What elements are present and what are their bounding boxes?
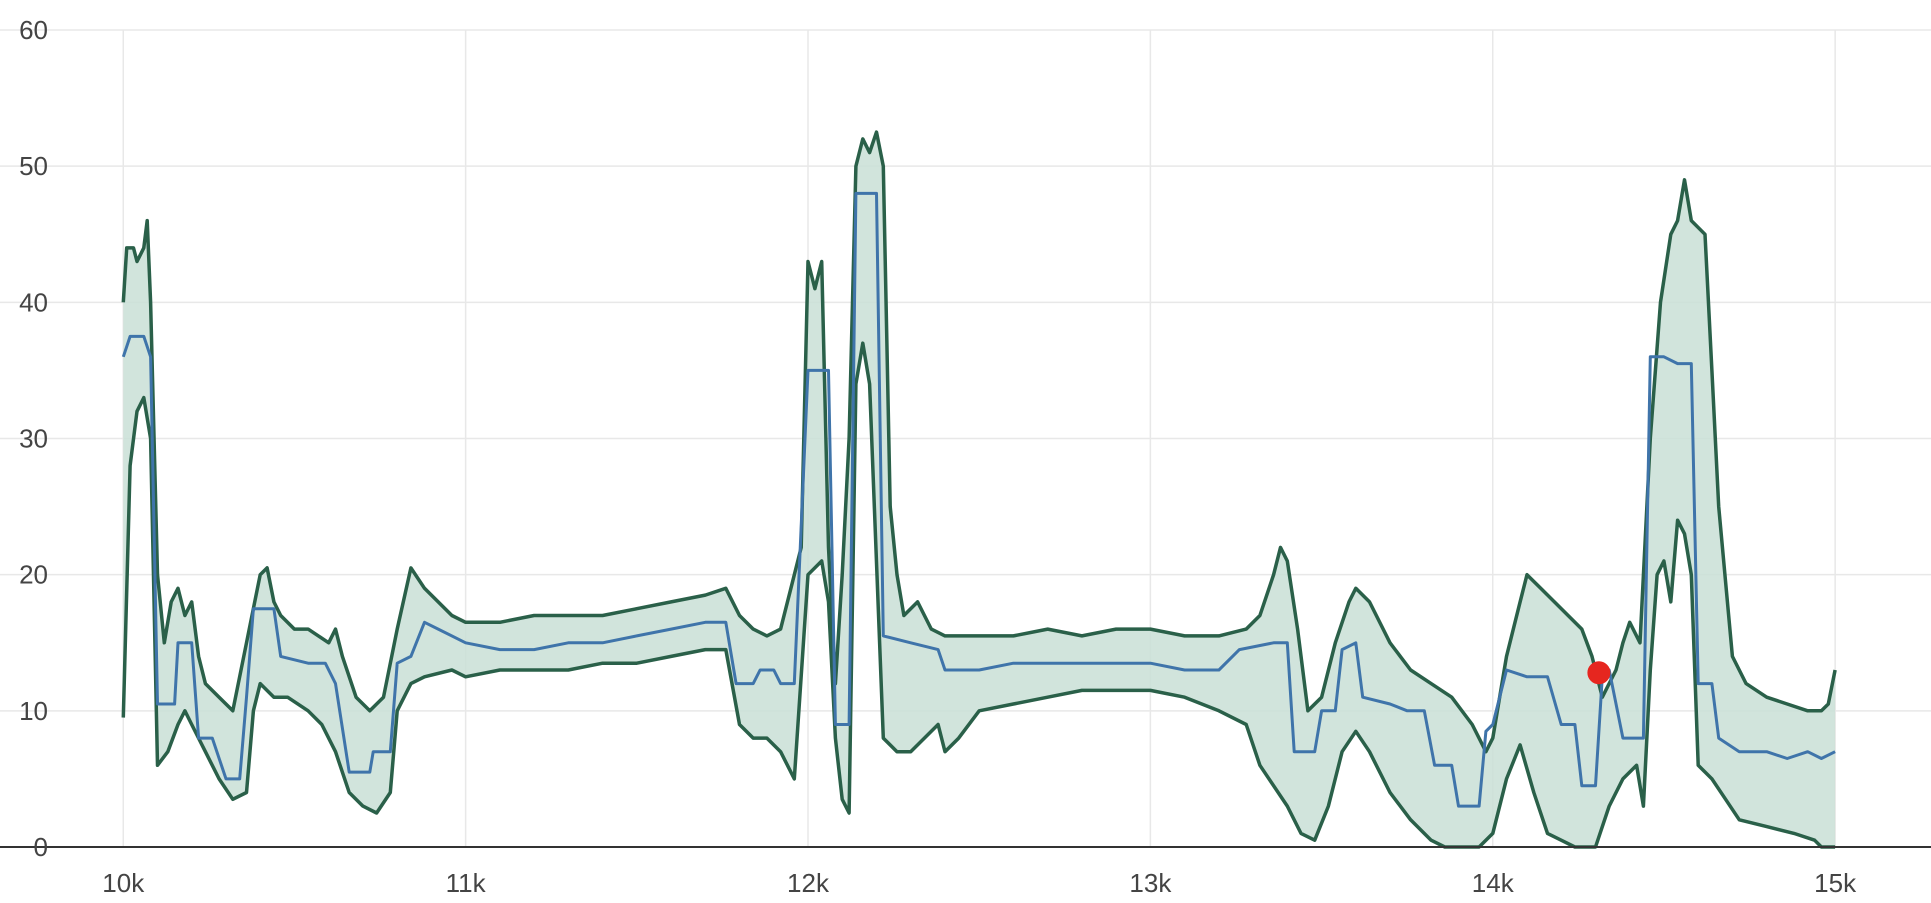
y-tick-label: 50 [19, 151, 48, 181]
confidence-band [123, 132, 1836, 848]
x-tick-label: 12k [787, 868, 830, 898]
series-line-lower [121, 341, 1836, 849]
tick-labels: 0 10 20 30 40 50 60 10k 11k 12k 13k 14k 15k [19, 15, 1857, 898]
series-lines [121, 130, 1837, 849]
y-tick-label: 0 [34, 832, 48, 862]
band-area [123, 132, 1836, 848]
markers [1587, 661, 1611, 685]
x-tick-label: 11k [446, 868, 487, 898]
x-tick-label: 10k [102, 868, 145, 898]
x-tick-label: 15k [1814, 868, 1857, 898]
grid-lines [0, 29, 1931, 847]
y-tick-label: 40 [19, 287, 48, 317]
series-line-upper [121, 130, 1837, 754]
y-tick-label: 60 [19, 15, 48, 45]
y-tick-label: 30 [19, 424, 48, 454]
y-tick-label: 20 [19, 560, 48, 590]
series-line-mean [121, 191, 1836, 808]
y-tick-label: 10 [19, 696, 48, 726]
highlight-marker [1587, 661, 1611, 685]
x-tick-label: 13k [1129, 868, 1172, 898]
x-tick-label: 14k [1472, 868, 1515, 898]
